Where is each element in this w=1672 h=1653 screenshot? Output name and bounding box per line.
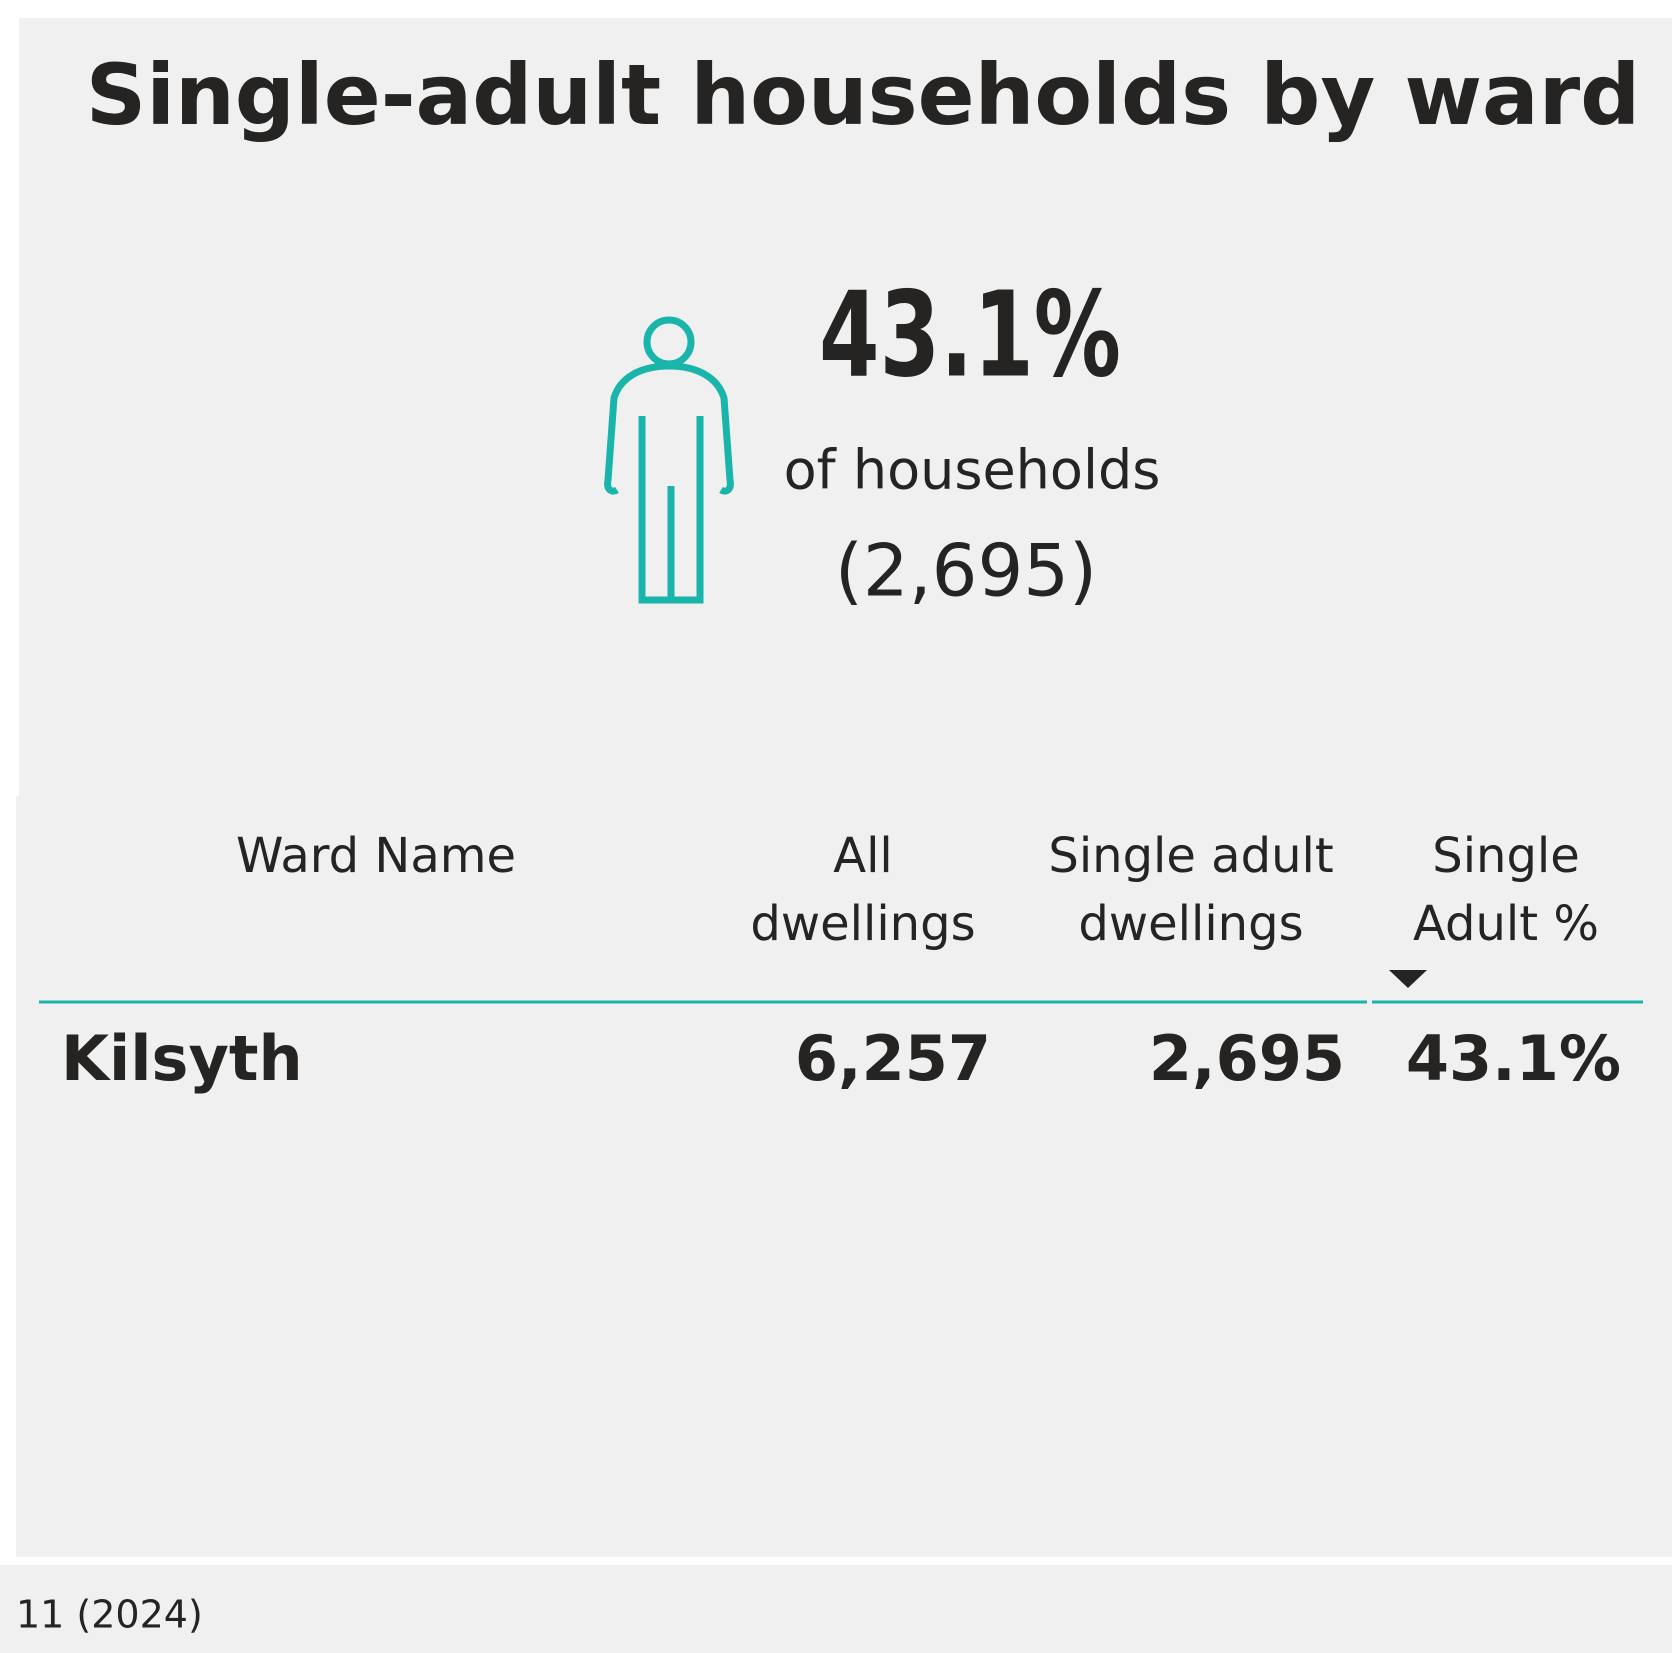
- column-header[interactable]: Ward Name: [236, 828, 516, 884]
- column-header[interactable]: dwellings: [750, 896, 975, 952]
- kpi-value: 43.1%: [819, 267, 1121, 404]
- table-panel: [16, 796, 1672, 1557]
- table-cell: 2,695: [1149, 1022, 1345, 1095]
- column-header[interactable]: dwellings: [1078, 896, 1303, 952]
- title: Single-adult households by ward: [86, 46, 1641, 144]
- person-icon: [604, 316, 734, 604]
- sort-arrow[interactable]: [1389, 970, 1427, 988]
- column-header[interactable]: Single adult: [1048, 828, 1333, 884]
- kpi-label: of households: [784, 439, 1161, 502]
- table-cell: 43.1%: [1406, 1022, 1621, 1095]
- table-cell: Kilsyth: [61, 1022, 303, 1095]
- column-header[interactable]: Single: [1432, 828, 1580, 884]
- column-header[interactable]: Adult %: [1413, 896, 1599, 952]
- card-panel: [19, 18, 1672, 796]
- footer-band: [0, 1565, 1672, 1653]
- kpi-count: (2,695): [835, 529, 1097, 613]
- table-cell: 6,257: [795, 1022, 991, 1095]
- column-header[interactable]: All: [833, 828, 893, 884]
- footer-text: 11 (2024): [16, 1593, 203, 1637]
